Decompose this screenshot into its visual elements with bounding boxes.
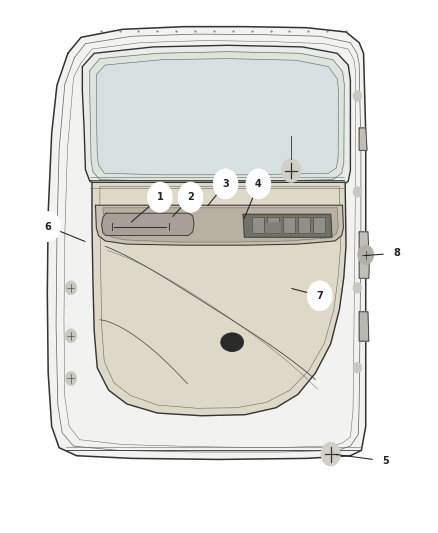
Text: 2: 2 [187,192,194,202]
Polygon shape [359,232,369,278]
Circle shape [148,182,172,212]
Polygon shape [47,27,366,459]
Text: 8: 8 [393,248,400,258]
Bar [265,222,280,232]
Text: 5: 5 [382,456,389,466]
Circle shape [353,187,362,197]
Circle shape [65,329,77,343]
Circle shape [246,169,271,199]
Circle shape [353,282,362,293]
Polygon shape [103,208,338,242]
Polygon shape [82,45,350,189]
Text: 3: 3 [222,179,229,189]
Text: 1: 1 [156,192,163,202]
Circle shape [65,281,77,295]
Polygon shape [243,214,332,237]
Polygon shape [283,217,295,233]
Circle shape [358,245,374,264]
Text: 6: 6 [45,222,52,231]
Polygon shape [298,217,310,233]
Circle shape [213,169,238,199]
Circle shape [65,372,77,385]
Text: 4: 4 [255,179,262,189]
Text: 7: 7 [316,291,323,301]
Polygon shape [102,213,194,236]
Polygon shape [95,205,343,245]
Polygon shape [267,217,279,233]
Circle shape [353,91,362,101]
Circle shape [178,182,203,212]
Polygon shape [92,182,346,416]
Circle shape [307,281,332,311]
Circle shape [373,446,398,476]
Polygon shape [359,128,367,150]
Polygon shape [359,312,369,341]
Circle shape [321,442,340,466]
Polygon shape [96,59,339,175]
Polygon shape [90,52,344,181]
Circle shape [36,212,60,241]
Circle shape [282,159,301,182]
Polygon shape [313,217,325,233]
Ellipse shape [221,333,244,352]
Polygon shape [252,217,264,233]
Circle shape [384,238,409,268]
Circle shape [353,362,362,373]
